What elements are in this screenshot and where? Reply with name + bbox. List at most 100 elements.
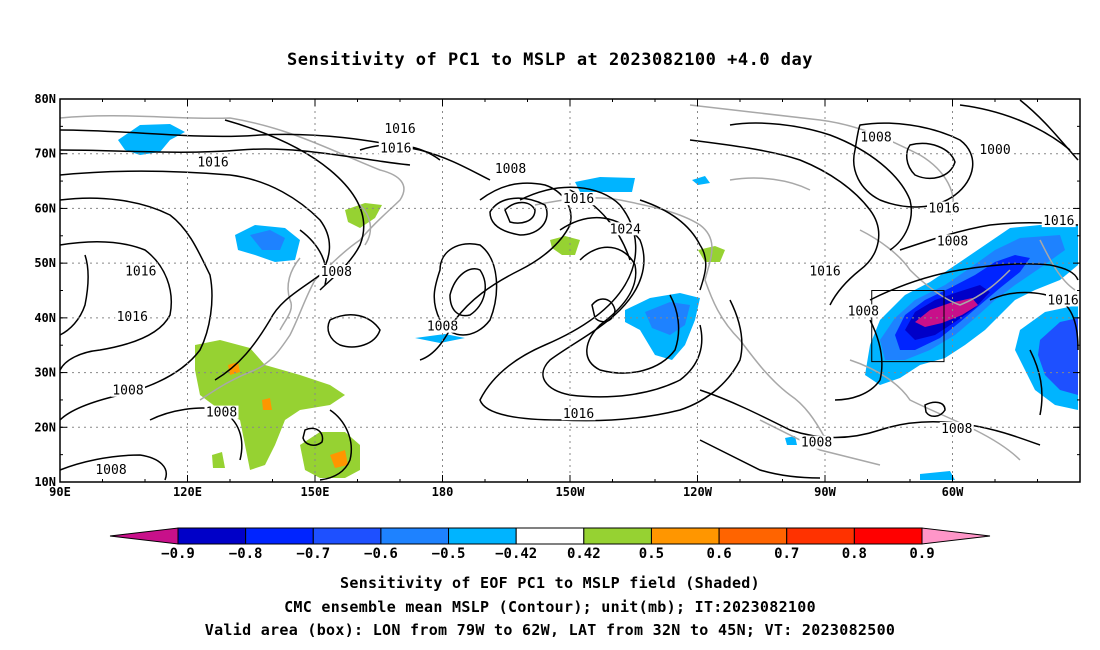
lon-tick-label: 150W [556,485,586,499]
contour-label-bg [799,435,834,449]
colorbar-end-right [921,527,991,545]
colorbar-swatch [312,527,382,545]
contour-label: 1008 [495,162,526,177]
lon-tick-label: 120W [683,485,713,499]
contour-label: 1008 [848,304,879,319]
colorbar-label: −0.6 [364,546,398,562]
colorbar-swatch [245,527,314,545]
shade-neg-bering [575,177,635,192]
contour-label: 1016 [563,407,594,422]
lat-tick-label: 10N [34,475,56,489]
lat-tick-labels: 80N 70N 60N 50N 40N 30N 20N 10N [34,92,56,489]
colorbar-label: −0.42 [495,546,537,562]
lon-tick-label: 180 [432,485,454,499]
caption-line-2: CMC ensemble mean MSLP (Contour); unit(m… [284,598,816,616]
colorbar-label: 0.5 [639,546,664,562]
colorbar-label: 0.9 [909,546,934,562]
contour-label: 1000 [979,143,1010,158]
shade-neg-small3 [785,436,797,445]
contour-labels: 1016 1016 1016 1008 1008 1000 1016 1016 1024 1016… [94,122,1080,478]
shade-pos-south-orange [330,450,348,468]
contour-label-bg [939,422,974,436]
contour-label-bg [561,192,596,206]
shade-neg-east-atlantic-mid [1038,318,1078,395]
contour-label: 1008 [937,234,968,249]
shade-neg-small4 [920,471,955,480]
shade-neg-arctic [118,124,185,155]
colorbar-swatch [650,527,720,545]
contour-label: 1008 [321,265,352,280]
caption-line-3: Valid area (box): LON from 79W to 62W, L… [204,621,896,639]
lon-tick-label: 120E [173,485,202,499]
lon-tick-label: 90E [49,485,71,499]
figure-title: Sensitivity of PC1 to MSLP at 2023082100… [286,50,813,70]
contour-label: 1016 [563,192,594,207]
colorbar-swatch [515,527,585,545]
contour-label-bg [378,141,413,155]
contour-label-bg [111,383,145,397]
lat-tick-label: 60N [34,201,56,215]
colorbar-label: 0.6 [706,546,731,562]
contour-label: 1016 [117,310,148,325]
contour-label: 1024 [610,222,641,237]
colorbar-swatch [786,527,855,545]
contour-label: 1016 [809,264,840,279]
contour-label: 1016 [380,141,411,156]
contour-label-bg [425,319,460,333]
lat-tick-label: 70N [34,147,56,161]
colorbar-labels: −0.9 −0.8 −0.7 −0.6 −0.5 −0.42 0.42 0.5 0.6 0.7 0.… [161,546,935,562]
shade-neg-small1 [415,334,465,343]
contour-label-bg [123,264,158,278]
contour-label-bg [115,309,150,323]
contour-label: 1008 [801,436,832,451]
contour-label-bg [561,407,596,421]
lat-tick-label: 80N [34,92,56,106]
colorbar [109,527,991,545]
contour-label: 1008 [206,406,237,421]
contour-label-bg [319,264,354,278]
contour-label-bg [204,405,239,419]
shade-neg-small2 [692,176,710,185]
colorbar-label: 0.42 [567,546,601,562]
colorbar-label: 0.7 [774,546,799,562]
contour-label: 1008 [860,130,891,145]
colorbar-swatch [583,527,652,545]
caption-line-1: Sensitivity of EOF PC1 to MSLP field (Sh… [340,574,760,592]
lon-tick-labels: 90E 120E 150E 180 150W 120W 90W 60W [49,485,964,499]
lat-tick-label: 20N [34,420,56,434]
lon-tick-label: 60W [942,485,964,499]
colorbar-label: −0.5 [432,546,466,562]
contour-label-bg [808,264,842,278]
contour-label-bg [1046,293,1080,307]
shade-neg-atlantic-max [915,298,978,327]
coastlines [59,104,1076,466]
contour-label-bg [927,201,961,215]
colorbar-swatch [448,527,517,545]
shade-pos-philippines-orange1 [228,362,240,375]
colorbar-end-left [109,527,179,545]
contour-label: 1016 [1043,214,1074,229]
isobars [59,99,1079,481]
contour-label: 1016 [928,202,959,217]
shade-pos-small-sw [212,452,225,468]
contour-label: 1016 [197,156,228,171]
lon-tick-label: 150E [301,485,330,499]
lon-tick-label: 90W [814,485,836,499]
contour-label: 1016 [125,264,156,279]
colorbar-swatch [177,527,247,545]
contour-label-bg [1041,214,1076,228]
shade-pos-kamchatka [345,203,382,228]
contour-label-bg [846,304,881,318]
colorbar-swatch [380,527,450,545]
contour-label: 1008 [112,384,143,399]
colorbar-label: 0.8 [842,546,867,562]
contour-label: 1008 [427,320,458,335]
valid-area-box [871,290,945,363]
contour-label: 1016 [384,122,415,137]
colorbar-swatch [853,527,923,545]
contour-label-bg [608,222,643,236]
contour-label-bg [383,122,417,136]
contour-label-bg [196,155,230,169]
colorbar-swatch [718,527,788,545]
